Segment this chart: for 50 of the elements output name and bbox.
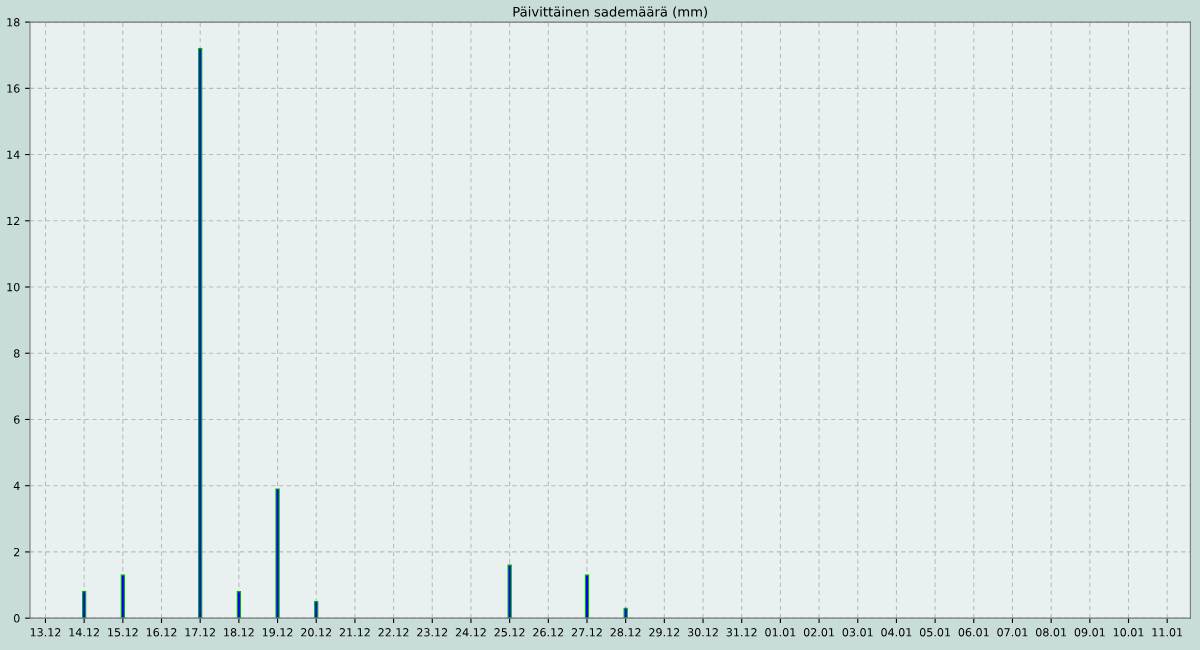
x-tick-label: 25.12 — [494, 628, 525, 637]
x-tick-label: 29.12 — [649, 628, 680, 637]
x-tick-label: 03.01 — [842, 628, 873, 637]
y-tick-label: 12 — [7, 216, 20, 225]
y-tick-label: 18 — [7, 18, 20, 27]
x-tick-label: 22.12 — [378, 628, 409, 637]
x-tick-label: 23.12 — [417, 628, 448, 637]
y-tick-label: 2 — [14, 547, 20, 557]
x-tick-label: 24.12 — [455, 628, 486, 637]
x-tick-label: 16.12 — [146, 628, 177, 637]
x-tick-label: 31.12 — [726, 628, 757, 637]
x-tick-label: 19.12 — [262, 628, 293, 637]
x-tick-label: 09.01 — [1074, 628, 1105, 637]
x-tick-label: 11.01 — [1152, 628, 1183, 637]
bar — [623, 607, 628, 619]
x-tick-label: 13.12 — [30, 628, 61, 637]
x-tick-label: 15.12 — [108, 628, 138, 637]
bar — [198, 48, 203, 619]
chart-title: Päivittäinen sademäärä (mm) — [513, 6, 708, 19]
y-tick-label: 4 — [13, 481, 20, 490]
x-tick-label: 18.12 — [224, 628, 254, 637]
y-tick-label: 16 — [7, 84, 20, 93]
x-tick-label: 08.01 — [1035, 628, 1067, 637]
bar — [584, 574, 590, 619]
bar — [82, 591, 87, 619]
x-tick-label: 02.01 — [803, 628, 834, 637]
bar — [236, 591, 241, 619]
x-tick-label: 06.01 — [958, 628, 989, 637]
x-tick-label: 30.12 — [687, 628, 718, 637]
x-tick-label: 17.12 — [185, 628, 215, 637]
x-tick-label: 07.01 — [997, 628, 1028, 637]
bar — [507, 564, 512, 619]
x-tick-label: 14.12 — [69, 628, 99, 637]
bar — [120, 574, 125, 619]
y-tick-label: 6 — [13, 415, 20, 424]
x-tick-label: 10.01 — [1113, 628, 1144, 637]
x-tick-label: 04.01 — [881, 628, 912, 637]
bar — [275, 488, 280, 619]
x-tick-label: 20.12 — [301, 628, 332, 637]
y-tick-label: 8 — [13, 349, 20, 358]
x-tick-label: 26.12 — [533, 628, 564, 637]
y-tick-label: 10 — [7, 282, 20, 292]
x-tick-label: 01.01 — [765, 628, 796, 637]
bar — [314, 601, 319, 619]
y-tick-label: 14 — [7, 150, 20, 159]
y-tick-label: 0 — [13, 614, 20, 623]
x-tick-label: 27.12 — [571, 628, 602, 637]
x-tick-label: 05.01 — [919, 628, 950, 637]
x-tick-label: 21.12 — [339, 628, 370, 637]
x-tick-label: 28.12 — [610, 628, 641, 637]
